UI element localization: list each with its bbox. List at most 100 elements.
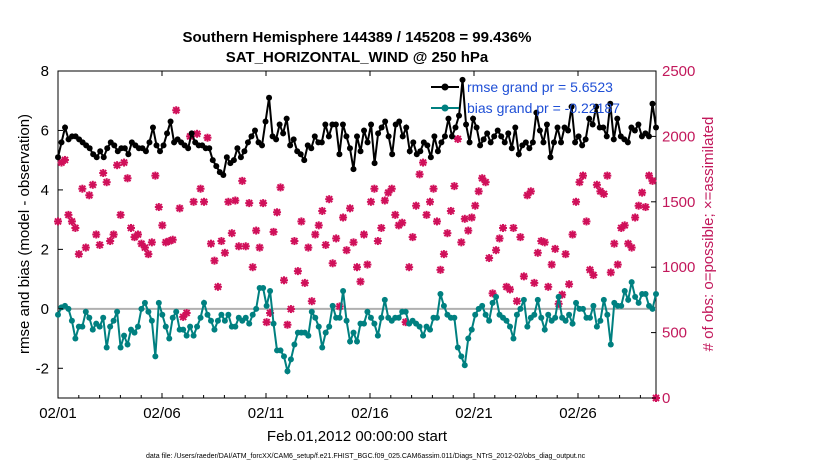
chart-subtitle: SAT_HORIZONTAL_WIND @ 250 hPa bbox=[226, 49, 489, 66]
bias-point bbox=[114, 308, 121, 315]
obs-marker bbox=[547, 260, 556, 269]
obs-marker bbox=[599, 189, 608, 198]
bias-point bbox=[524, 323, 531, 330]
obs-marker bbox=[210, 256, 219, 265]
rmse-point bbox=[146, 139, 153, 146]
bias-point bbox=[312, 314, 319, 321]
bias-point bbox=[402, 308, 409, 315]
obs-marker bbox=[474, 187, 483, 196]
obs-marker bbox=[408, 233, 417, 242]
bias-point bbox=[493, 293, 500, 300]
bias-point bbox=[263, 302, 270, 309]
bias-point bbox=[280, 353, 287, 360]
rmse-point bbox=[522, 139, 529, 146]
rmse-point bbox=[607, 100, 614, 107]
obs-marker bbox=[140, 243, 149, 252]
obs-marker bbox=[589, 271, 598, 280]
bias-point bbox=[211, 326, 218, 333]
rmse-point bbox=[157, 148, 164, 155]
bias-point bbox=[277, 347, 284, 354]
obs-marker bbox=[99, 169, 108, 178]
rmse-point bbox=[491, 133, 498, 140]
rmse-point bbox=[649, 100, 656, 107]
obs-marker bbox=[290, 237, 299, 246]
rmse-point bbox=[364, 139, 371, 146]
obs-marker bbox=[627, 243, 636, 252]
rmse-point bbox=[558, 139, 565, 146]
rmse-point bbox=[593, 103, 600, 110]
bias-point bbox=[152, 353, 159, 360]
bias-point bbox=[194, 323, 201, 330]
bias-point bbox=[621, 287, 628, 294]
bias-point bbox=[440, 302, 447, 309]
bias-point bbox=[427, 326, 434, 333]
y-tick-label: -2 bbox=[36, 360, 49, 377]
rmse-point bbox=[624, 139, 631, 146]
rmse-point bbox=[346, 145, 353, 152]
bias-point bbox=[437, 290, 444, 297]
obs-marker bbox=[318, 206, 327, 215]
y-right-tick-label: 1500 bbox=[662, 194, 695, 211]
obs-marker bbox=[189, 197, 198, 206]
obs-marker bbox=[533, 248, 542, 257]
bias-point bbox=[625, 296, 632, 303]
rmse-point bbox=[568, 103, 575, 110]
obs-marker bbox=[641, 203, 650, 212]
legend-bias-label: bias grand pr = -0.22187 bbox=[467, 100, 620, 116]
y-axis-ticks: 8 6 4 2 0 -2 bbox=[36, 63, 63, 377]
bias-point bbox=[531, 311, 538, 318]
rmse-point bbox=[399, 133, 406, 140]
obs-marker bbox=[519, 272, 528, 281]
rmse-point bbox=[582, 136, 589, 143]
rmse-point bbox=[125, 151, 132, 158]
x-tick-label: 02/26 bbox=[559, 405, 597, 422]
bias-point bbox=[461, 362, 468, 369]
obs-marker bbox=[561, 250, 570, 259]
obs-marker bbox=[245, 199, 254, 208]
obs-marker bbox=[106, 237, 115, 246]
obs-marker bbox=[457, 238, 466, 247]
rmse-point bbox=[188, 130, 195, 137]
obs-marker bbox=[412, 201, 421, 210]
rmse-point bbox=[431, 133, 438, 140]
obs-marker bbox=[248, 263, 257, 272]
obs-marker bbox=[610, 239, 619, 248]
bias-point bbox=[107, 323, 114, 330]
obs-marker bbox=[172, 106, 181, 115]
y-right-axis-ticks: 2500 2000 1500 1000 500 0 bbox=[651, 63, 695, 407]
obs-marker bbox=[530, 278, 539, 287]
rmse-point bbox=[251, 127, 258, 134]
obs-marker bbox=[293, 267, 302, 276]
rmse-point bbox=[97, 148, 104, 155]
rmse-point bbox=[237, 154, 244, 161]
obs-marker bbox=[356, 277, 365, 286]
rmse-point bbox=[58, 139, 65, 146]
obs-marker bbox=[349, 238, 358, 247]
obs-marker bbox=[426, 197, 435, 206]
obs-marker bbox=[238, 176, 247, 185]
obs-marker bbox=[485, 254, 494, 263]
obs-marker bbox=[203, 133, 212, 142]
rmse-point bbox=[230, 157, 237, 164]
bias-point bbox=[79, 323, 86, 330]
rmse-point bbox=[332, 121, 339, 128]
rmse-point bbox=[487, 139, 494, 146]
rmse-point bbox=[575, 133, 582, 140]
rmse-point bbox=[266, 94, 273, 101]
rmse-point bbox=[533, 109, 540, 116]
rmse-point bbox=[185, 145, 192, 152]
obs-marker bbox=[133, 230, 142, 239]
obs-marker bbox=[353, 263, 361, 272]
obs-marker bbox=[495, 234, 504, 243]
obs-marker bbox=[575, 178, 584, 187]
y-axis-label: rmse and bias (model - observation) bbox=[16, 114, 33, 354]
obs-marker bbox=[565, 280, 574, 289]
y-tick-label: 8 bbox=[41, 63, 49, 80]
rmse-point bbox=[434, 148, 441, 155]
bias-point bbox=[381, 296, 388, 303]
obs-marker bbox=[158, 221, 167, 230]
bias-point bbox=[336, 314, 343, 321]
obs-marker bbox=[328, 259, 337, 268]
obs-marker bbox=[439, 250, 448, 259]
obs-marker bbox=[321, 240, 330, 249]
